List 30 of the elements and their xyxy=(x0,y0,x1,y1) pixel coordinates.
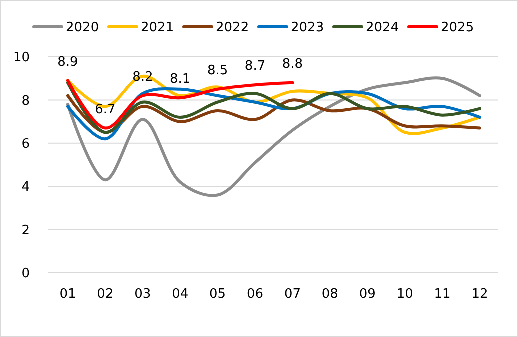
data-label: 8.9 xyxy=(58,54,78,70)
data-label: 8.1 xyxy=(170,72,191,88)
data-label: 8.8 xyxy=(282,56,304,72)
x-tick-label: 04 xyxy=(172,287,189,302)
legend-label: 2020 xyxy=(66,20,100,36)
x-tick-label: 01 xyxy=(60,287,76,302)
legend-label: 2021 xyxy=(141,20,174,36)
x-tick-label: 03 xyxy=(134,287,152,302)
y-tick-label: 0 xyxy=(22,266,30,282)
y-tick-label: 8 xyxy=(22,94,30,109)
legend-label: 2022 xyxy=(216,20,250,36)
y-tick-label: 2 xyxy=(22,223,30,238)
legend-label: 2024 xyxy=(366,20,400,36)
data-label: 8.5 xyxy=(207,63,228,78)
y-tick-label: 4 xyxy=(22,180,30,196)
x-tick-label: 09 xyxy=(359,287,376,302)
x-tick-label: 05 xyxy=(210,287,226,302)
data-label: 6.7 xyxy=(95,102,116,118)
x-tick-label: 08 xyxy=(322,287,338,302)
y-tick-label: 10 xyxy=(13,50,30,66)
x-tick-label: 06 xyxy=(247,287,264,302)
legend-label: 2025 xyxy=(441,20,474,36)
x-tick-label: 02 xyxy=(97,287,114,302)
x-tick-label: 10 xyxy=(396,287,414,302)
data-label: 8.7 xyxy=(244,59,266,74)
y-tick-label: 6 xyxy=(22,136,30,152)
x-tick-label: 11 xyxy=(434,287,451,302)
legend-label: 2023 xyxy=(291,20,324,36)
x-tick-label: 12 xyxy=(472,287,488,302)
x-tick-label: 07 xyxy=(284,287,301,302)
